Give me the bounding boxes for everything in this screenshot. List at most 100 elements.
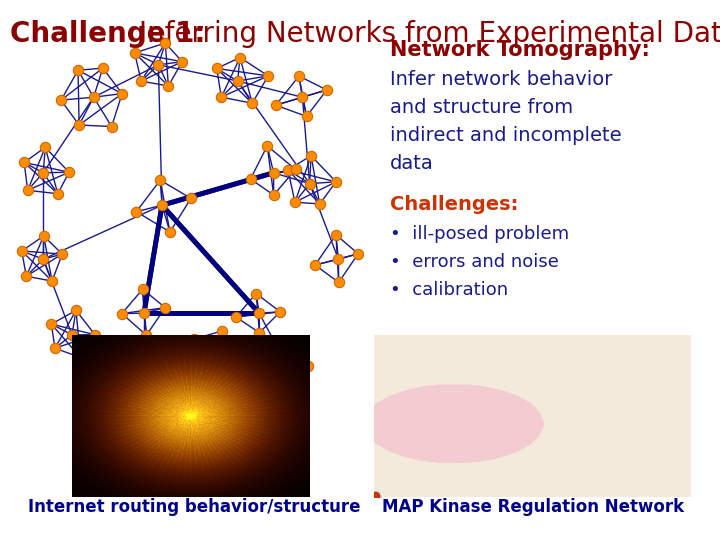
Point <box>97 64 109 72</box>
Point <box>72 66 84 75</box>
Point <box>370 491 382 500</box>
Point <box>330 231 342 239</box>
Point <box>369 491 381 500</box>
Text: MAP Kinase Regulation Network: MAP Kinase Regulation Network <box>382 498 684 516</box>
Point <box>370 491 382 500</box>
Point <box>191 369 202 377</box>
Point <box>106 122 117 131</box>
Point <box>89 330 101 339</box>
Point <box>232 77 243 85</box>
Text: •  errors and noise: • errors and noise <box>390 253 559 271</box>
Point <box>211 64 222 73</box>
Point <box>234 53 246 62</box>
Point <box>370 491 382 500</box>
Point <box>37 255 49 264</box>
Text: Challenge 1:: Challenge 1: <box>10 20 205 48</box>
Point <box>369 492 381 501</box>
Point <box>369 492 381 501</box>
Text: Infer network behavior
and structure from
indirect and incomplete
data: Infer network behavior and structure fro… <box>390 70 621 173</box>
Point <box>304 179 315 188</box>
Point <box>333 255 344 264</box>
Point <box>293 72 305 80</box>
Point <box>310 261 321 269</box>
Point <box>38 232 50 240</box>
Point <box>88 93 99 102</box>
Point <box>138 363 150 372</box>
Point <box>301 112 312 121</box>
Point <box>71 306 82 315</box>
Point <box>330 178 342 186</box>
Point <box>274 307 286 316</box>
Point <box>251 289 262 298</box>
Point <box>230 313 242 321</box>
Point <box>262 72 274 80</box>
Point <box>314 200 325 208</box>
Point <box>369 491 381 500</box>
Point <box>369 491 381 500</box>
Point <box>22 186 33 194</box>
Point <box>282 165 294 174</box>
Point <box>140 331 152 340</box>
Point <box>285 382 297 391</box>
Text: •  ill-posed problem: • ill-posed problem <box>390 225 569 243</box>
Point <box>73 121 85 130</box>
Point <box>305 151 317 160</box>
Point <box>20 272 32 280</box>
Point <box>245 174 256 183</box>
Point <box>138 309 150 318</box>
Point <box>369 491 381 500</box>
Point <box>352 249 364 258</box>
Point <box>253 328 265 337</box>
Point <box>185 194 197 202</box>
Point <box>210 347 222 355</box>
Point <box>37 168 49 177</box>
Point <box>153 60 164 69</box>
Point <box>289 198 301 206</box>
Point <box>321 86 333 94</box>
Point <box>188 335 199 343</box>
Point <box>16 247 27 255</box>
Point <box>370 491 382 500</box>
Point <box>137 285 148 294</box>
Point <box>161 357 173 366</box>
Point <box>135 77 147 85</box>
Point <box>144 388 156 397</box>
Point <box>156 201 168 210</box>
Point <box>40 143 51 152</box>
Point <box>369 491 381 500</box>
Point <box>66 330 78 339</box>
Point <box>370 492 382 501</box>
Point <box>222 373 234 381</box>
Point <box>56 250 68 259</box>
Text: Challenges:: Challenges: <box>390 195 518 214</box>
Point <box>176 57 188 66</box>
Point <box>117 367 129 375</box>
Point <box>261 141 273 150</box>
Point <box>370 491 382 500</box>
Point <box>369 492 381 501</box>
Point <box>369 491 381 500</box>
Point <box>282 363 294 372</box>
Text: Internet routing behavior/structure: Internet routing behavior/structure <box>28 498 361 516</box>
Point <box>270 101 282 110</box>
Point <box>164 228 176 237</box>
Point <box>75 353 86 362</box>
Point <box>63 168 75 177</box>
Point <box>138 341 150 350</box>
Point <box>163 82 174 90</box>
Point <box>297 93 308 102</box>
Point <box>370 492 382 501</box>
Point <box>268 168 279 177</box>
Text: Network Tomography:: Network Tomography: <box>390 40 650 60</box>
Point <box>369 491 381 500</box>
Point <box>253 309 265 318</box>
Point <box>116 309 127 318</box>
Point <box>46 277 58 286</box>
Point <box>246 99 258 107</box>
Text: •  calibration: • calibration <box>390 281 508 299</box>
Point <box>370 491 382 500</box>
Point <box>155 176 166 185</box>
Point <box>52 190 63 198</box>
Point <box>370 491 382 500</box>
Point <box>276 336 288 345</box>
